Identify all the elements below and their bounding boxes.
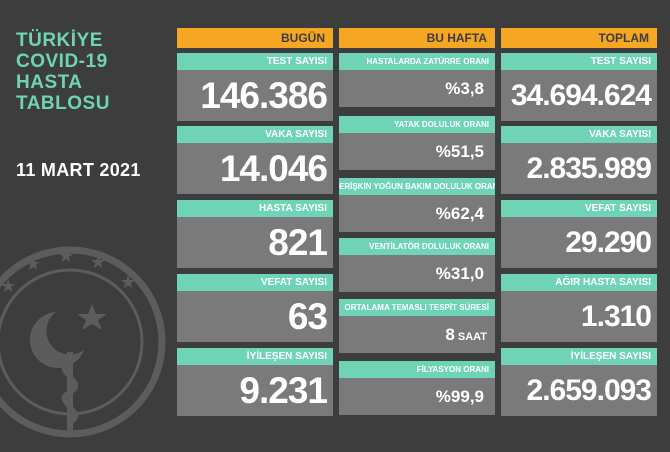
week-filiation-value: %99,9: [339, 378, 495, 415]
total-test-value: 34.694.624: [501, 70, 657, 121]
svg-text:★: ★: [25, 254, 41, 275]
total-death-card: VEFAT SAYISI 29.290: [501, 200, 657, 268]
total-heading: TOPLAM: [501, 28, 657, 48]
today-patient-value: 821: [177, 217, 333, 268]
week-contact-value: 8 SAAT: [339, 316, 495, 353]
week-pneumonia-card: HASTALARDA ZATÜRRE ORANI %3,8: [339, 53, 495, 107]
week-bed-card: YATAK DOLULUK ORANI %51,5: [339, 116, 495, 170]
total-test-label: TEST SAYISI: [501, 53, 657, 70]
week-filiation-label: FİLYASYON ORANI: [339, 361, 495, 378]
week-ventilator-number: %31,0: [435, 264, 484, 283]
total-severe-card: AĞIR HASTA SAYISI 1.310: [501, 274, 657, 342]
today-heading: BUGÜN: [177, 28, 333, 48]
week-contact-unit: SAAT: [457, 331, 487, 343]
total-death-label: VEFAT SAYISI: [501, 200, 657, 217]
page-title: TÜRKİYE COVID-19 HASTA TABLOSU: [16, 30, 110, 114]
today-recovered-label: İYİLEŞEN SAYISI: [177, 348, 333, 365]
total-test-card: TEST SAYISI 34.694.624: [501, 53, 657, 121]
week-ventilator-label: VENTİLATÖR DOLULUK ORANI: [339, 238, 495, 255]
week-icu-label: ERİŞKİN YOĞUN BAKIM DOLULUK ORANI: [339, 178, 495, 195]
today-case-card: VAKA SAYISI 14.046: [177, 126, 333, 194]
week-column: BU HAFTA HASTALARDA ZATÜRRE ORANI %3,8 Y…: [339, 28, 495, 415]
week-icu-value: %62,4: [339, 195, 495, 232]
total-recovered-card: İYİLEŞEN SAYISI 2.659.093: [501, 348, 657, 416]
week-contact-number: 8: [445, 325, 455, 344]
total-column: TOPLAM TEST SAYISI 34.694.624 VAKA SAYIS…: [501, 28, 657, 416]
week-ventilator-card: VENTİLATÖR DOLULUK ORANI %31,0: [339, 238, 495, 292]
week-pneumonia-label: HASTALARDA ZATÜRRE ORANI: [339, 53, 495, 70]
total-severe-value: 1.310: [501, 291, 657, 342]
today-recovered-card: İYİLEŞEN SAYISI 9.231: [177, 348, 333, 416]
today-death-card: VEFAT SAYISI 63: [177, 274, 333, 342]
week-bed-number: %51,5: [435, 142, 484, 161]
week-filiation-card: FİLYASYON ORANI %99,9: [339, 361, 495, 415]
today-test-label: TEST SAYISI: [177, 53, 333, 70]
total-death-value: 29.290: [501, 217, 657, 268]
today-case-label: VAKA SAYISI: [177, 126, 333, 143]
total-recovered-label: İYİLEŞEN SAYISI: [501, 348, 657, 365]
svg-text:★: ★: [0, 276, 16, 297]
week-pneumonia-value: %3,8: [339, 70, 495, 107]
week-heading: BU HAFTA: [339, 28, 495, 48]
total-case-value: 2.835.989: [501, 143, 657, 194]
today-column: BUGÜN TEST SAYISI 146.386 VAKA SAYISI 14…: [177, 28, 333, 416]
today-case-value: 14.046: [177, 143, 333, 194]
today-patient-label: HASTA SAYISI: [177, 200, 333, 217]
total-severe-label: AĞIR HASTA SAYISI: [501, 274, 657, 291]
week-icu-card: ERİŞKİN YOĞUN BAKIM DOLULUK ORANI %62,4: [339, 178, 495, 232]
week-contact-card: ORTALAMA TEMASLI TESPİT SÜRESİ 8 SAAT: [339, 299, 495, 353]
week-contact-label: ORTALAMA TEMASLI TESPİT SÜRESİ: [339, 299, 495, 316]
svg-text:★: ★: [58, 246, 74, 267]
total-recovered-value: 2.659.093: [501, 365, 657, 416]
week-pneumonia-number: %3,8: [445, 79, 484, 98]
total-case-label: VAKA SAYISI: [501, 126, 657, 143]
report-date: 11 MART 2021: [16, 160, 141, 180]
week-icu-number: %62,4: [435, 204, 484, 223]
today-patient-card: HASTA SAYISI 821: [177, 200, 333, 268]
today-recovered-value: 9.231: [177, 365, 333, 416]
today-test-card: TEST SAYISI 146.386: [177, 53, 333, 121]
svg-text:★: ★: [90, 252, 106, 273]
today-test-value: 146.386: [177, 70, 333, 121]
total-case-card: VAKA SAYISI 2.835.989: [501, 126, 657, 194]
svg-text:★: ★: [120, 272, 136, 293]
ministry-of-health-emblem-icon: ★ ★ ★ ★ ★: [0, 246, 166, 438]
week-ventilator-value: %31,0: [339, 255, 495, 292]
today-death-label: VEFAT SAYISI: [177, 274, 333, 291]
week-filiation-number: %99,9: [435, 387, 484, 406]
today-death-value: 63: [177, 291, 333, 342]
week-bed-value: %51,5: [339, 133, 495, 170]
week-bed-label: YATAK DOLULUK ORANI: [339, 116, 495, 133]
